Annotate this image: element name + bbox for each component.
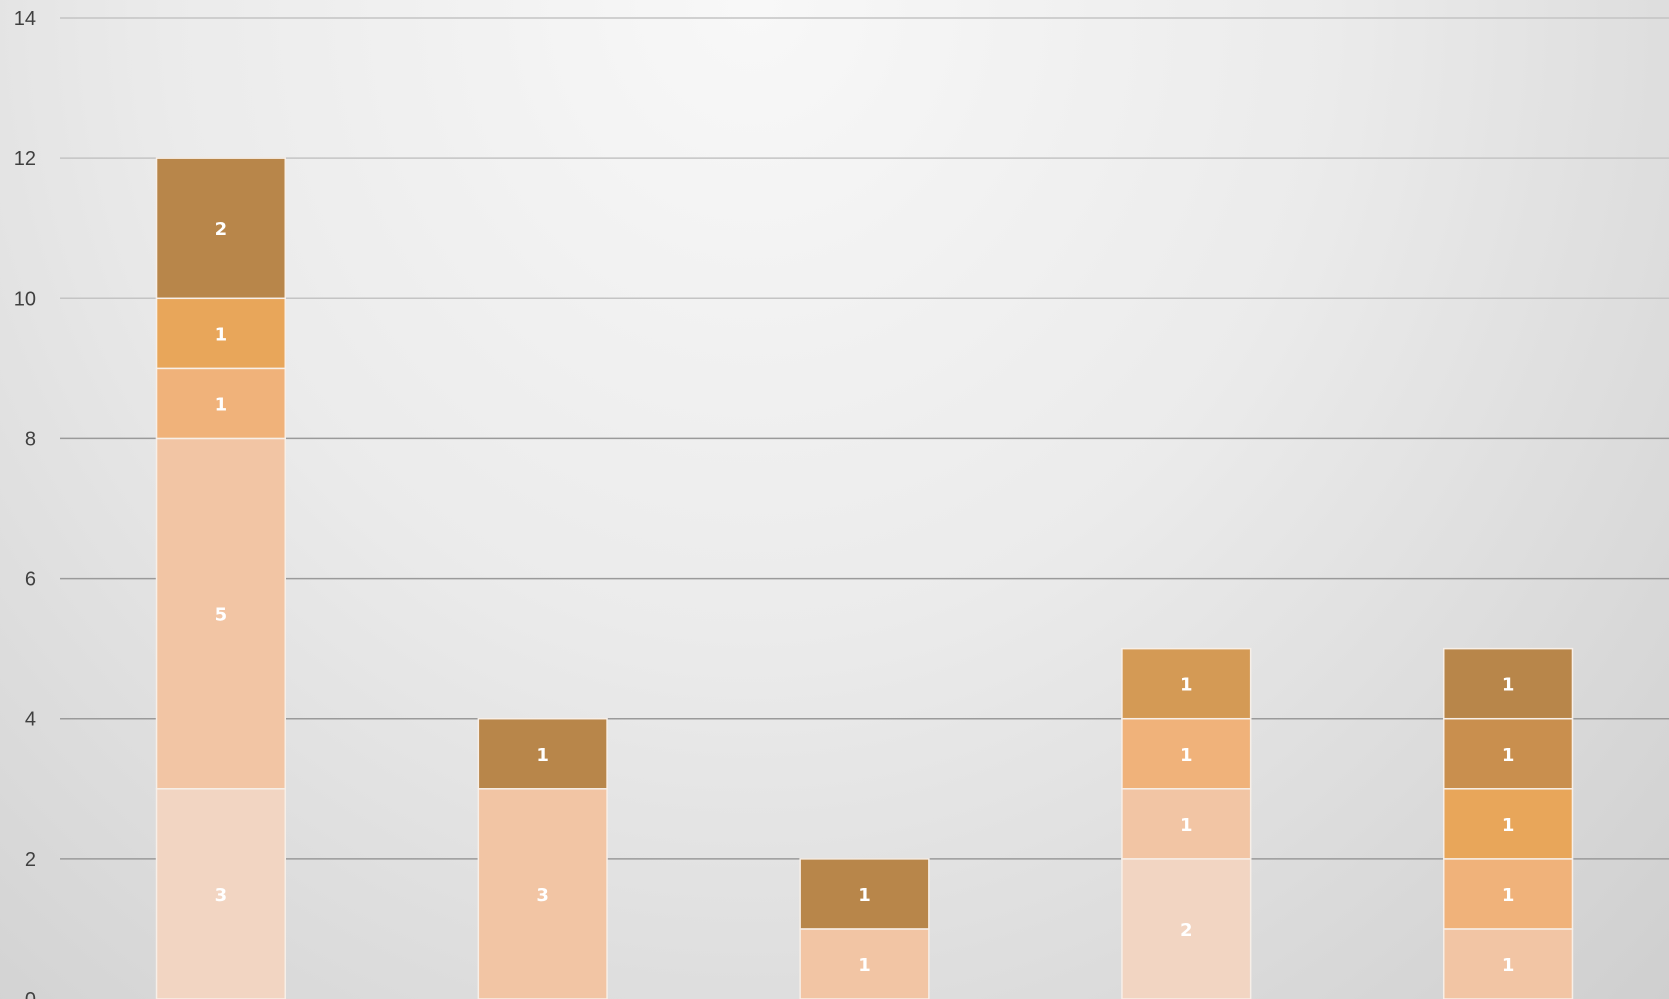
data-label: 1: [858, 885, 871, 906]
data-label: 1: [858, 955, 871, 976]
gridlines: [60, 17, 1669, 860]
data-label: 5: [215, 605, 228, 626]
data-label: 1: [215, 394, 228, 415]
bar-segment: [155, 437, 287, 790]
data-label: 2: [1180, 920, 1193, 941]
bar-segment: [1121, 788, 1252, 860]
bar-segment: [155, 367, 287, 440]
bar-segment: [1442, 647, 1574, 720]
bar-segment: [799, 928, 930, 999]
bar-segment: [155, 157, 287, 300]
bar-segment: [1442, 928, 1574, 999]
data-label: 1: [536, 745, 549, 766]
bars: [155, 157, 1574, 999]
data-label: 1: [215, 324, 228, 345]
bar-segment: [477, 717, 608, 790]
data-label: 1: [1502, 745, 1515, 766]
y-tick-label: 2: [25, 849, 36, 871]
data-label: 2: [215, 219, 228, 240]
bar-segment: [1121, 647, 1252, 720]
bar-segment: [1442, 717, 1574, 790]
bar-segment: [477, 788, 608, 999]
y-axis: 0 2 4 6 8 10 12 14: [14, 8, 36, 999]
y-tick-label: 6: [25, 569, 36, 591]
y-tick-label: 4: [25, 709, 36, 731]
data-label: 1: [1180, 675, 1193, 696]
data-label: 1: [1502, 675, 1515, 696]
y-tick-label: 8: [25, 428, 36, 450]
data-label: 1: [1180, 815, 1193, 836]
data-label: 3: [536, 885, 549, 906]
data-label: 1: [1502, 955, 1515, 976]
data-label: 3: [215, 885, 228, 906]
y-tick-label: 0: [25, 989, 36, 999]
bar-segment: [1442, 858, 1574, 930]
data-labels: 3 5 1 1 2 3 1 1 1 2 1 1 1 1 1 1 1 1: [215, 219, 1515, 976]
y-tick-label: 12: [14, 148, 36, 170]
bar-segment: [155, 297, 287, 370]
y-tick-label: 10: [14, 288, 36, 310]
y-tick-label: 14: [14, 8, 36, 30]
data-label: 1: [1502, 815, 1515, 836]
data-label: 1: [1180, 745, 1193, 766]
bar-segment: [1121, 858, 1252, 999]
bar-segment: [799, 858, 930, 930]
bar-segment: [1442, 788, 1574, 860]
bar-segment: [1121, 717, 1252, 790]
data-label: 1: [1502, 885, 1515, 906]
